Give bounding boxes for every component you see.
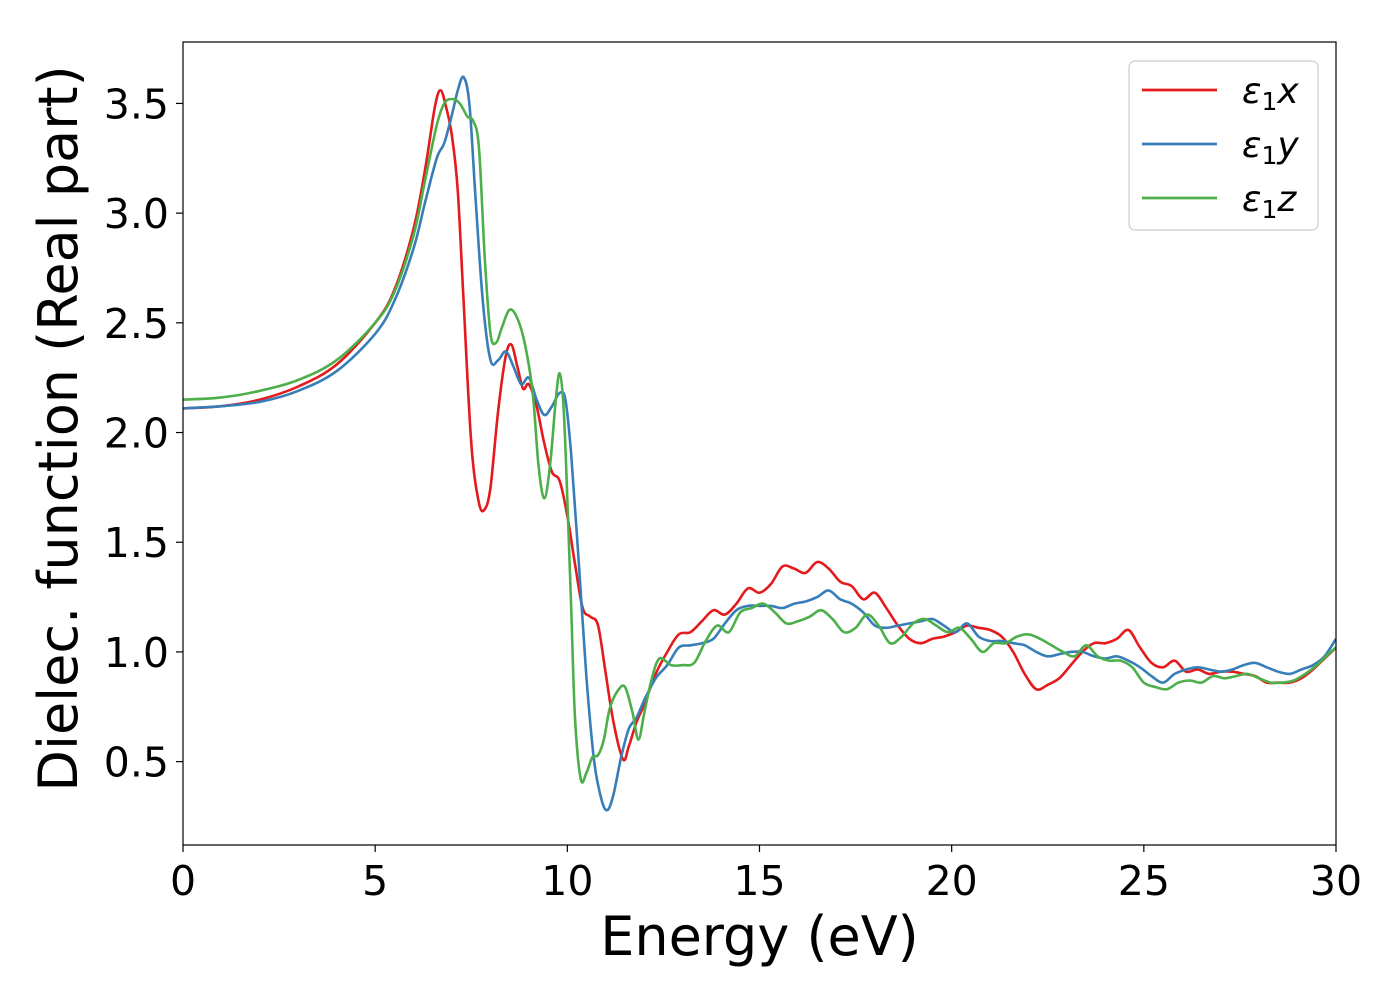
- legend: ε1x ε1y ε1z: [1128, 60, 1319, 231]
- x-tick-label: 25: [1118, 857, 1170, 905]
- x-axis: 0 5 10 15 20 25 30: [170, 845, 1362, 905]
- y-axis-label: Dielec. function (Real part): [27, 65, 90, 791]
- y-tick-label: 1.5: [104, 519, 169, 567]
- x-tick-label: 5: [362, 857, 388, 905]
- x-tick-label: 15: [733, 857, 785, 905]
- y-tick-label: 2.5: [104, 300, 169, 348]
- x-tick-label: 0: [170, 857, 196, 905]
- y-tick-label: 0.5: [104, 739, 169, 787]
- y-tick-label: 2.0: [104, 410, 169, 458]
- x-axis-label: Energy (eV): [600, 905, 919, 968]
- legend-item-y: ε1y: [1142, 125, 1299, 170]
- x-tick-label: 30: [1310, 857, 1362, 905]
- series-layer: [183, 75, 1336, 812]
- y-tick-label: 1.0: [104, 629, 169, 677]
- legend-label: ε1z: [1242, 179, 1297, 224]
- legend-label: ε1x: [1242, 71, 1299, 116]
- x-tick-label: 20: [926, 857, 978, 905]
- y-tick-label: 3.0: [104, 190, 169, 238]
- legend-item-x: ε1x: [1142, 71, 1299, 116]
- series-line-z: [183, 97, 1336, 784]
- y-tick-label: 3.5: [104, 80, 169, 128]
- legend-label: ε1y: [1242, 125, 1299, 170]
- series-line-y: [183, 75, 1336, 812]
- legend-item-z: ε1z: [1142, 179, 1297, 224]
- legend-box: [1128, 60, 1319, 231]
- y-axis: 0.5 1.0 1.5 2.0 2.5 3.0 3.5: [104, 80, 183, 787]
- series-line-x: [183, 89, 1336, 762]
- x-tick-label: 10: [541, 857, 593, 905]
